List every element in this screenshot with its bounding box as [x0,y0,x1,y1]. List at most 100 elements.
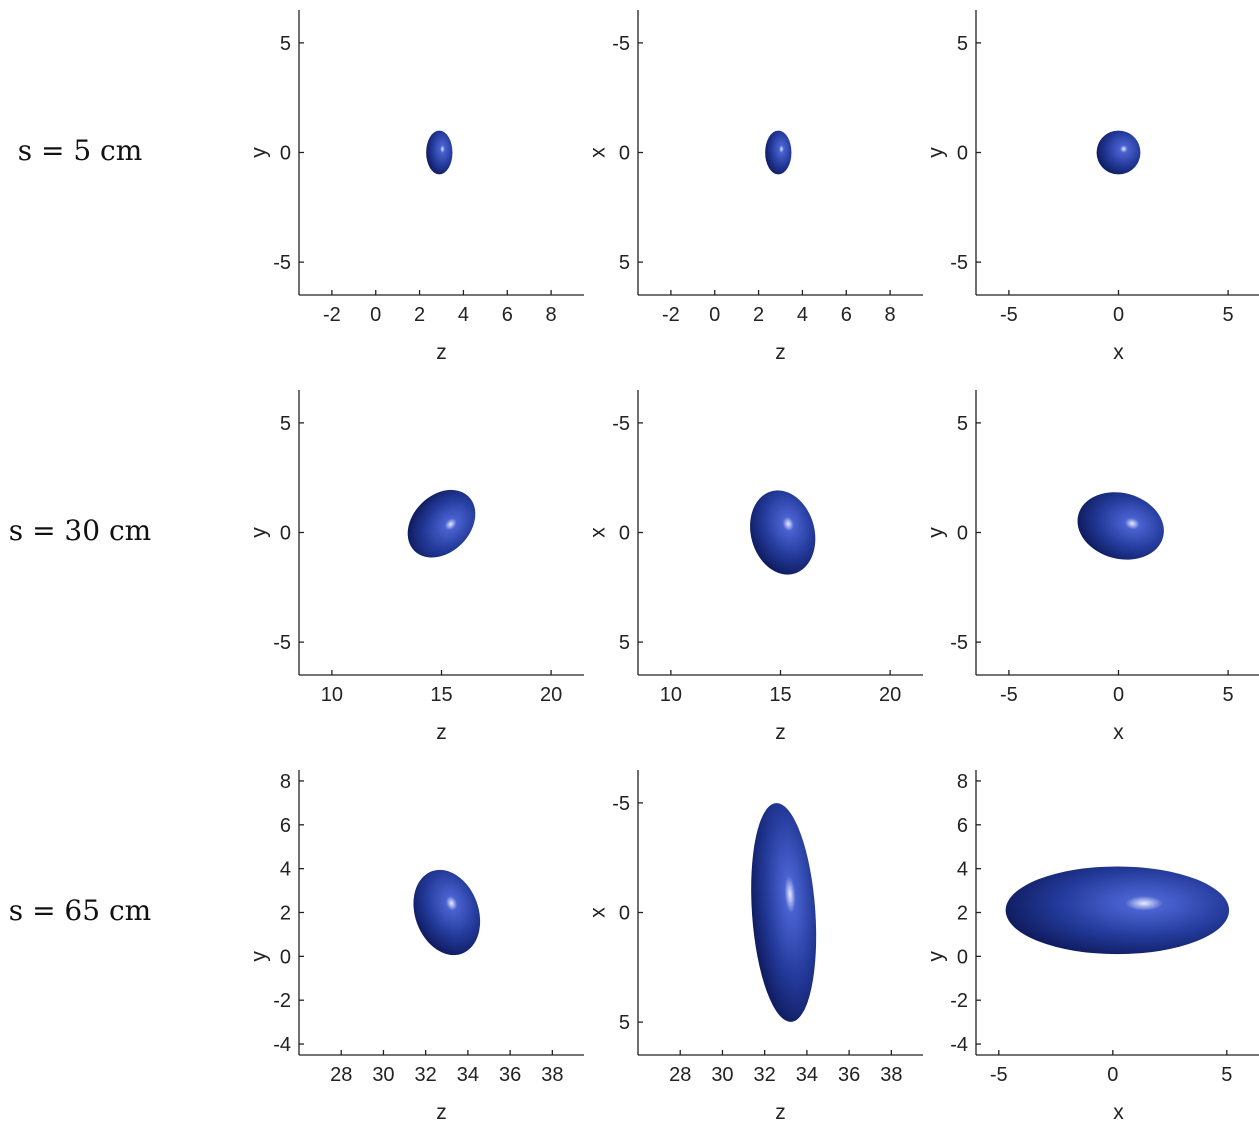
panel-r1c2: -2 0 2 4 6 8 -5 0 5 z x [587,10,923,364]
x-tick-label: 32 [754,1064,776,1086]
y-axis-label: y [925,951,948,962]
x-tick-label: 10 [660,684,682,706]
x-axis-label: z [436,1101,447,1124]
x-tick-label: 36 [838,1064,860,1086]
y-tick-label: -2 [950,990,968,1012]
y-tick-label: 5 [619,1012,630,1034]
y-tick-label: -5 [273,632,291,654]
y-tick-label: 5 [280,413,291,435]
y-axis-label: y [925,527,948,538]
x-tick-label: 8 [885,304,896,326]
y-tick-label: 4 [957,859,968,881]
y-tick-label: 8 [957,771,968,793]
y-tick-label: 5 [619,632,630,654]
ellipsoid-projection [765,130,792,175]
ellipsoid-projection [1096,130,1141,175]
y-tick-label: 5 [957,413,968,435]
x-tick-label: 34 [796,1064,818,1086]
y-tick-label: -2 [273,990,291,1012]
x-axis-label: z [775,341,786,364]
y-axis-label: y [248,147,271,158]
x-tick-label: 2 [753,304,764,326]
x-tick-label: 6 [502,304,513,326]
x-tick-label: 28 [330,1064,352,1086]
y-tick-label: 0 [280,523,291,545]
row-label-s5: s = 5 cm [17,134,143,167]
x-tick-label: -2 [662,304,680,326]
x-tick-label: 36 [499,1064,521,1086]
x-tick-label: 34 [457,1064,479,1086]
panel-r2c3: -5 0 5 -5 0 5 x y [925,390,1259,744]
y-tick-label: 2 [280,903,291,925]
y-tick-label: -5 [273,252,291,274]
y-axis-label: y [248,951,271,962]
x-tick-label: -5 [990,1064,1008,1086]
y-axis-label: x [587,907,610,918]
row-label-s30: s = 30 cm [8,514,152,547]
y-tick-label: 0 [957,143,968,165]
x-axis-label: z [436,721,447,744]
x-tick-label: 20 [879,684,901,706]
x-tick-label: 0 [1113,684,1124,706]
x-tick-label: -5 [1000,304,1018,326]
x-axis-label: x [1113,341,1124,364]
ellipsoid-projection [751,803,817,1022]
panel-r2c2: 10 15 20 -5 0 5 z x [587,390,923,744]
panel-r1c3: -5 0 5 -5 0 5 x y [925,10,1259,364]
panel-r2c1: 10 15 20 -5 0 5 z y [248,390,584,744]
x-axis-label: x [1113,1101,1124,1124]
y-axis-label: x [587,527,610,538]
x-tick-label: 30 [711,1064,733,1086]
panel-r3c2: 28 30 32 34 36 38 -5 0 5 z x [587,770,923,1124]
x-axis-label: z [775,721,786,744]
x-tick-label: 30 [372,1064,394,1086]
ellipsoid-projection [426,130,453,175]
y-axis-label: y [925,147,948,158]
x-axis-label: x [1113,721,1124,744]
x-tick-label: 5 [1221,1064,1232,1086]
y-axis-label: y [248,527,271,538]
x-tick-label: 4 [458,304,469,326]
x-tick-label: 0 [370,304,381,326]
x-tick-label: 5 [1223,304,1234,326]
y-tick-label: -4 [950,1034,968,1056]
y-tick-label: 0 [619,903,630,925]
y-axis-label: x [587,147,610,158]
ellipsoid-projection [413,869,481,956]
x-tick-label: 2 [414,304,425,326]
y-tick-label: 5 [619,252,630,274]
y-tick-label: 6 [280,815,291,837]
x-tick-label: 8 [546,304,557,326]
y-tick-label: -5 [950,632,968,654]
x-axis-label: z [436,341,447,364]
x-tick-label: 32 [415,1064,437,1086]
x-tick-label: -2 [323,304,341,326]
y-tick-label: 0 [280,946,291,968]
y-tick-label: -4 [273,1034,291,1056]
x-axis-label: z [775,1101,786,1124]
y-tick-label: 6 [957,815,968,837]
x-tick-label: -5 [1000,684,1018,706]
row-label-s65: s = 65 cm [8,894,152,927]
panel-r3c1: 28 30 32 34 36 38 -4 -2 0 2 4 6 8 z y [248,770,584,1124]
x-tick-label: 0 [1107,1064,1118,1086]
x-tick-label: 20 [540,684,562,706]
panel-r3c3: -5 0 5 -4 -2 0 2 4 6 8 x y [925,770,1259,1124]
y-tick-label: 0 [280,143,291,165]
ellipsoid-projection [407,489,476,558]
x-tick-label: 38 [880,1064,902,1086]
ellipsoid-projection [1077,492,1164,560]
x-tick-label: 15 [769,684,791,706]
y-tick-label: 4 [280,859,291,881]
panel-r1c1: -2 0 2 4 6 8 -5 0 5 z y [248,10,584,364]
y-tick-label: 8 [280,771,291,793]
y-tick-label: 2 [957,903,968,925]
y-tick-label: 5 [280,33,291,55]
y-tick-label: -5 [612,33,630,55]
x-tick-label: 0 [709,304,720,326]
ellipsoid-projection [750,490,816,575]
y-tick-label: -5 [950,252,968,274]
y-tick-label: 0 [619,523,630,545]
y-tick-label: -5 [612,793,630,815]
